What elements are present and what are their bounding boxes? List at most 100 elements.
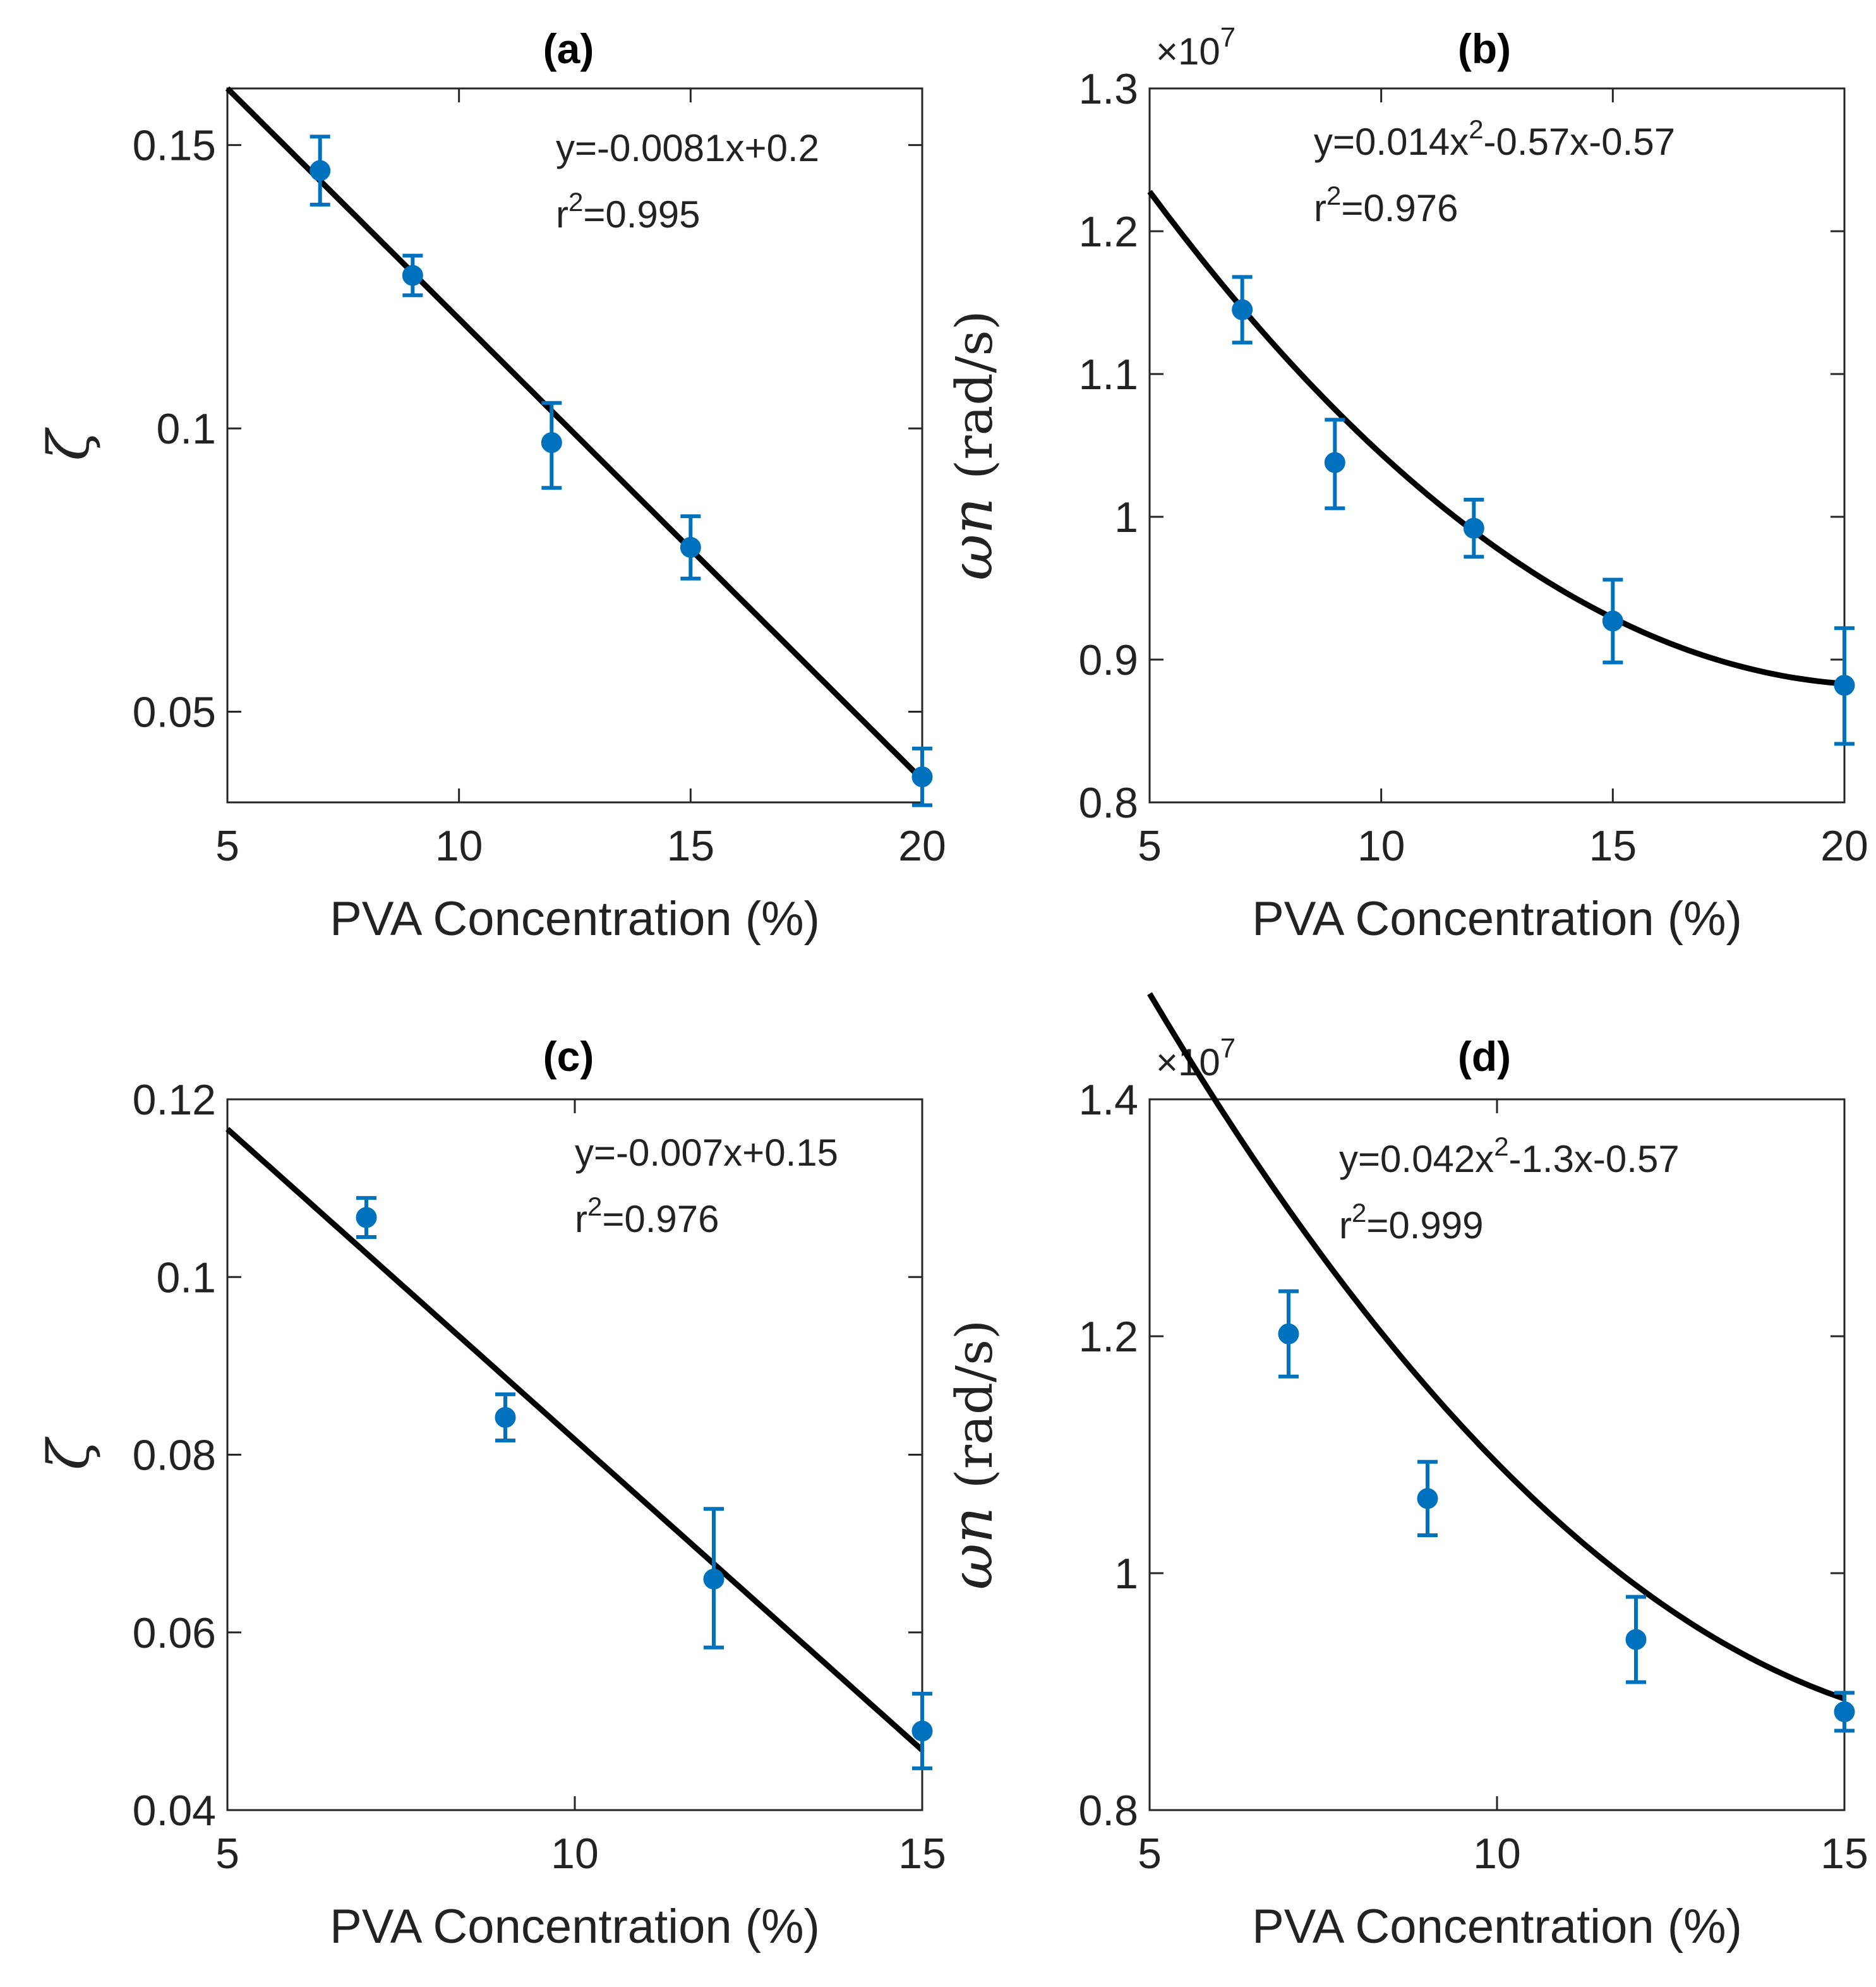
panel-c-fit-equation: y=-0.007x+0.15	[575, 1132, 838, 1174]
panel-b-xtick-label: 5	[1138, 822, 1162, 870]
panel-a-data-point	[310, 160, 331, 181]
panel-b-ytick-label: 1.3	[1078, 65, 1138, 113]
panel-d-ytick-label: 0.8	[1078, 1787, 1138, 1835]
panel-b-r-squared-power: 2	[1326, 181, 1341, 210]
panel-c-r-squared: r2=0.976	[575, 1192, 719, 1240]
panel-d-title: (d)	[1458, 1033, 1511, 1080]
panel-b-ylabel: ωn (rad/s)	[939, 310, 1006, 581]
panel-c-xtick-label: 10	[551, 1830, 599, 1878]
panel-b-xtick-label: 15	[1589, 822, 1637, 870]
panel-a-ytick-label: 0.05	[133, 689, 216, 737]
panel-b: (b) 5 10 15 20 0.8 0.9 1 1.1 1.2 1.3 PVA Concentra…	[939, 22, 1868, 946]
panel-a-data-point	[680, 536, 701, 558]
panel-c-r-squared-power: 2	[587, 1192, 602, 1221]
panel-c-fit-equation-main: y=-0.007x+0.15	[575, 1132, 838, 1174]
panel-c-title: (c)	[543, 1033, 594, 1080]
panel-d-ylabel-units: (rad/s)	[945, 1320, 1004, 1489]
panel-a-xtick-label: 20	[898, 822, 946, 870]
panel-b-fit-equation-main: y=0.014x	[1314, 121, 1469, 163]
panel-a-ytick-label: 0.15	[133, 122, 216, 170]
panel-c-r-squared-value: =0.976	[602, 1198, 719, 1240]
panel-d-data-point	[1834, 1701, 1855, 1722]
panel-d-xtick-label: 15	[1820, 1830, 1868, 1878]
panel-b-ytick-label: 1.1	[1078, 351, 1138, 399]
panel-a-ytick-label: 0.1	[156, 405, 216, 453]
panel-d-xtick-label: 10	[1473, 1830, 1521, 1878]
panel-b-data-point	[1834, 675, 1855, 696]
panel-d-axes-box	[1148, 1098, 1846, 1811]
panel-b-ylabel-units: (rad/s)	[945, 310, 1004, 480]
panel-c: (c) 5 10 15 0.04 0.06 0.08 0.1 0.12 PVA Concentr…	[36, 1033, 946, 1954]
panel-d-fit-line	[1147, 992, 1846, 1702]
panel-d-ylabel-symbol: ωn	[939, 1489, 1006, 1590]
panel-d-ytick-label: 1.2	[1078, 1313, 1138, 1361]
panel-d-ylabel: ωn (rad/s)	[939, 1320, 1006, 1590]
panel-d-fit-equation-power: 2	[1494, 1132, 1508, 1161]
panel-b-exponent: ×107	[1156, 22, 1236, 73]
panel-b-exponent-base: ×10	[1156, 30, 1220, 73]
panel-b-xlabel: PVA Concentration (%)	[1252, 892, 1742, 946]
panel-d-r-squared-prefix: r	[1339, 1204, 1352, 1247]
panel-c-ytick-label: 0.1	[156, 1253, 216, 1302]
panel-a-r-squared-power: 2	[568, 187, 583, 217]
panel-b-data-point	[1463, 517, 1484, 539]
panel-d-ytick-label: 1	[1114, 1550, 1138, 1598]
panel-a-title: (a)	[543, 25, 594, 72]
panel-b-axes-box	[1148, 87, 1846, 804]
panel-d-data-point	[1278, 1323, 1299, 1344]
panel-c-r-squared-prefix: r	[575, 1198, 587, 1240]
panel-b-title: (b)	[1458, 25, 1511, 72]
panel-c-xtick-label: 15	[898, 1830, 946, 1878]
panel-a-r-squared-value: =0.995	[583, 193, 700, 236]
panel-b-xtick-label: 10	[1357, 822, 1405, 870]
panel-a-fit-line	[225, 86, 925, 782]
panel-a: (a) 5 10 15 20 0.05 0.1 0.15 PVA Concentration …	[36, 25, 946, 946]
panel-c-ytick-label: 0.04	[133, 1787, 216, 1835]
panel-c-xlabel: PVA Concentration (%)	[330, 1900, 820, 1954]
panel-b-exponent-power: 7	[1220, 22, 1236, 53]
panel-a-xtick-label: 10	[435, 822, 483, 870]
panel-b-data-point	[1602, 610, 1623, 632]
panel-b-fit-equation-tail: -0.57x-0.57	[1484, 121, 1676, 163]
panel-b-r-squared-value: =0.976	[1341, 187, 1458, 229]
panel-d-xlabel: PVA Concentration (%)	[1252, 1900, 1742, 1954]
panel-c-data-point	[703, 1568, 725, 1590]
panel-d-fit-equation: y=0.042x2-1.3x-0.57	[1339, 1132, 1680, 1180]
panel-b-ylabel-symbol: ωn	[939, 480, 1006, 581]
panel-a-xtick-label: 5	[215, 822, 239, 870]
panel-b-fit-equation: y=0.014x2-0.57x-0.57	[1314, 114, 1675, 163]
panel-d-r-squared: r2=0.999	[1339, 1198, 1484, 1247]
panel-a-r-squared-prefix: r	[556, 193, 568, 236]
panel-a-data-point	[911, 766, 933, 788]
panel-d-data-point	[1417, 1488, 1438, 1509]
panel-b-xtick-label: 20	[1820, 822, 1868, 870]
panel-a-ylabel: ζ	[36, 426, 102, 461]
panel-a-fit-equation: y=-0.0081x+0.2	[556, 127, 819, 169]
panel-b-r-squared: r2=0.976	[1314, 181, 1458, 229]
panel-d-r-squared-value: =0.999	[1366, 1204, 1483, 1247]
panel-c-data-point	[495, 1406, 516, 1428]
panel-b-data-point	[1324, 452, 1345, 473]
panel-d-exponent: ×107	[1156, 1033, 1236, 1084]
panel-c-data-point	[356, 1207, 377, 1228]
panel-d-fit-equation-tail: -1.3x-0.57	[1509, 1138, 1680, 1180]
panel-b-fit-equation-power: 2	[1469, 114, 1483, 144]
panel-d-xtick-label: 5	[1138, 1830, 1162, 1878]
panel-a-data-point	[402, 265, 423, 286]
panel-b-data-point	[1232, 299, 1253, 320]
panel-b-fit-line	[1147, 190, 1845, 687]
panel-b-r-squared-prefix: r	[1314, 187, 1326, 229]
panel-d-exponent-power: 7	[1220, 1033, 1236, 1064]
panel-d-ytick-label: 1.4	[1078, 1076, 1138, 1124]
panel-c-ytick-label: 0.08	[133, 1432, 216, 1480]
panel-b-ytick-label: 0.8	[1078, 779, 1138, 827]
panel-a-xtick-label: 15	[667, 822, 715, 870]
panel-c-fit-line	[225, 1126, 925, 1753]
panel-b-ytick-label: 1	[1114, 493, 1138, 541]
panel-c-ytick-label: 0.12	[133, 1076, 216, 1124]
panel-a-data-point	[541, 432, 562, 454]
panel-d-data-point	[1625, 1629, 1647, 1650]
panel-b-ytick-label: 1.2	[1078, 208, 1138, 256]
panel-d-fit-equation-main: y=0.042x	[1339, 1138, 1494, 1180]
